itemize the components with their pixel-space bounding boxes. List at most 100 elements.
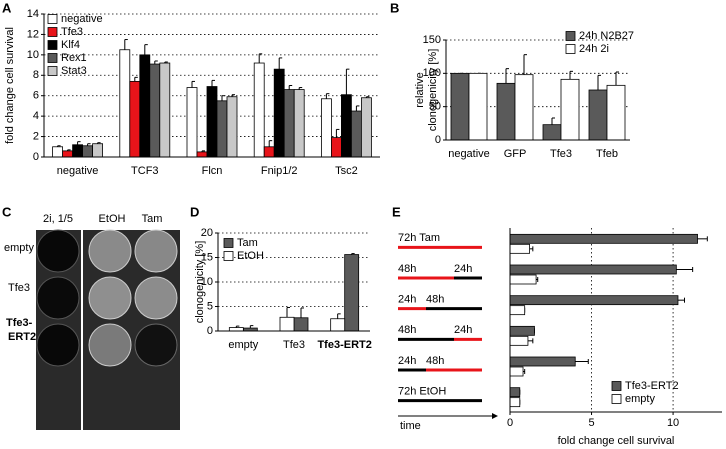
y-tick-label: 12 — [27, 28, 39, 40]
timeline-label: 72h Tam — [398, 232, 440, 244]
y-tick-label: 0 — [207, 325, 213, 337]
row-label: Tfe3- — [6, 317, 33, 329]
x-tick-label: Tfe3 — [550, 148, 572, 160]
bar — [509, 295, 679, 306]
legend-label: Stat3 — [61, 65, 87, 77]
y-tick-label: 0 — [435, 134, 441, 146]
panel-letter: B — [390, 0, 399, 15]
bar — [509, 356, 576, 367]
y-tick-label: 14 — [27, 8, 39, 20]
bar — [360, 97, 372, 158]
bar — [509, 264, 677, 275]
bar — [509, 387, 521, 398]
bar — [340, 94, 352, 158]
legend-label: Klf4 — [61, 39, 80, 51]
panel-letter: D — [190, 204, 199, 219]
column-label: EtOH — [99, 213, 126, 225]
timeline-label: 48h — [426, 355, 444, 367]
bar — [129, 81, 141, 158]
column-label: 2i, 1/5 — [43, 213, 73, 225]
y-tick-label: 8 — [33, 69, 39, 81]
x-tick-label: Flcn — [202, 165, 223, 177]
bar — [263, 146, 275, 158]
bar — [320, 98, 332, 158]
y-axis-label: relative — [414, 72, 426, 107]
timeline-label: 48h — [398, 324, 416, 336]
legend-swatch — [565, 44, 576, 54]
legend-label: Tfe3-ERT2 — [625, 380, 679, 392]
legend-label: Tfe3 — [61, 26, 83, 38]
row-label: ERT2 — [8, 331, 36, 343]
y-tick-label: 150 — [423, 34, 441, 46]
x-tick-label: Tsc2 — [335, 165, 358, 177]
y-tick-label: 10 — [27, 49, 39, 61]
legend-swatch — [611, 381, 622, 391]
bar — [509, 233, 698, 244]
bar — [139, 54, 151, 158]
legend-label: 24h N2B27 — [579, 30, 634, 42]
bar — [82, 145, 93, 158]
bar — [228, 327, 244, 332]
well — [88, 276, 132, 320]
y-tick-label: 6 — [33, 90, 39, 102]
y-axis-label: clonogenicity [%] — [427, 49, 439, 132]
row-label: empty — [4, 242, 34, 254]
bar — [293, 89, 305, 158]
timeline-label: 24h — [454, 263, 472, 275]
y-tick-label: 100 — [423, 67, 441, 79]
bar — [509, 366, 524, 377]
x-tick-label: Tfe3-ERT2 — [317, 339, 371, 351]
y-tick-label: 20 — [201, 227, 213, 239]
legend-label: Rex1 — [61, 52, 87, 64]
bar — [509, 335, 529, 346]
legend-swatch — [47, 14, 58, 24]
timeline-label: 48h — [426, 294, 444, 306]
bar — [509, 243, 530, 254]
y-axis-label: clonogenicity [%] — [194, 241, 206, 324]
bar — [509, 325, 535, 336]
legend-swatch — [47, 27, 58, 37]
panel-letter: E — [392, 204, 401, 219]
bar — [226, 96, 238, 158]
bar — [560, 78, 580, 141]
bar — [450, 72, 470, 141]
legend-swatch — [565, 31, 576, 41]
timeline-label: 48h — [398, 263, 416, 275]
bar — [283, 89, 295, 158]
bar — [62, 150, 73, 158]
time-arrow-head — [492, 413, 498, 419]
bar — [509, 274, 537, 285]
timeline-label: 72h EtOH — [398, 386, 446, 398]
legend-label: 24h 2i — [579, 43, 609, 55]
x-tick-label: Tfeb — [596, 148, 618, 160]
y-tick-label: 4 — [33, 110, 39, 122]
legend-swatch — [223, 238, 234, 248]
legend-swatch — [47, 53, 58, 63]
well — [36, 229, 80, 273]
well — [134, 323, 178, 367]
bar — [330, 318, 346, 332]
legend-label: Tam — [237, 237, 258, 249]
bar — [159, 62, 171, 158]
legend-swatch — [611, 394, 622, 404]
bar — [186, 87, 198, 158]
bar — [468, 72, 488, 141]
bar — [216, 100, 228, 158]
timeline-label: 24h — [398, 355, 416, 367]
x-tick-label: GFP — [504, 148, 527, 160]
bar — [496, 82, 516, 141]
bar — [119, 49, 131, 158]
well — [134, 276, 178, 320]
bar — [588, 89, 608, 141]
x-axis-label: fold change cell survival — [558, 435, 675, 447]
timeline-label: 24h — [398, 294, 416, 306]
x-tick-label: empty — [228, 339, 258, 351]
bar — [279, 316, 295, 332]
bar — [350, 110, 362, 158]
bar — [196, 151, 208, 158]
legend-label: negative — [61, 13, 103, 25]
bar — [253, 62, 265, 158]
y-tick-label: 50 — [429, 101, 441, 113]
x-tick-label: Fnip1/2 — [261, 165, 298, 177]
bar — [330, 137, 342, 158]
